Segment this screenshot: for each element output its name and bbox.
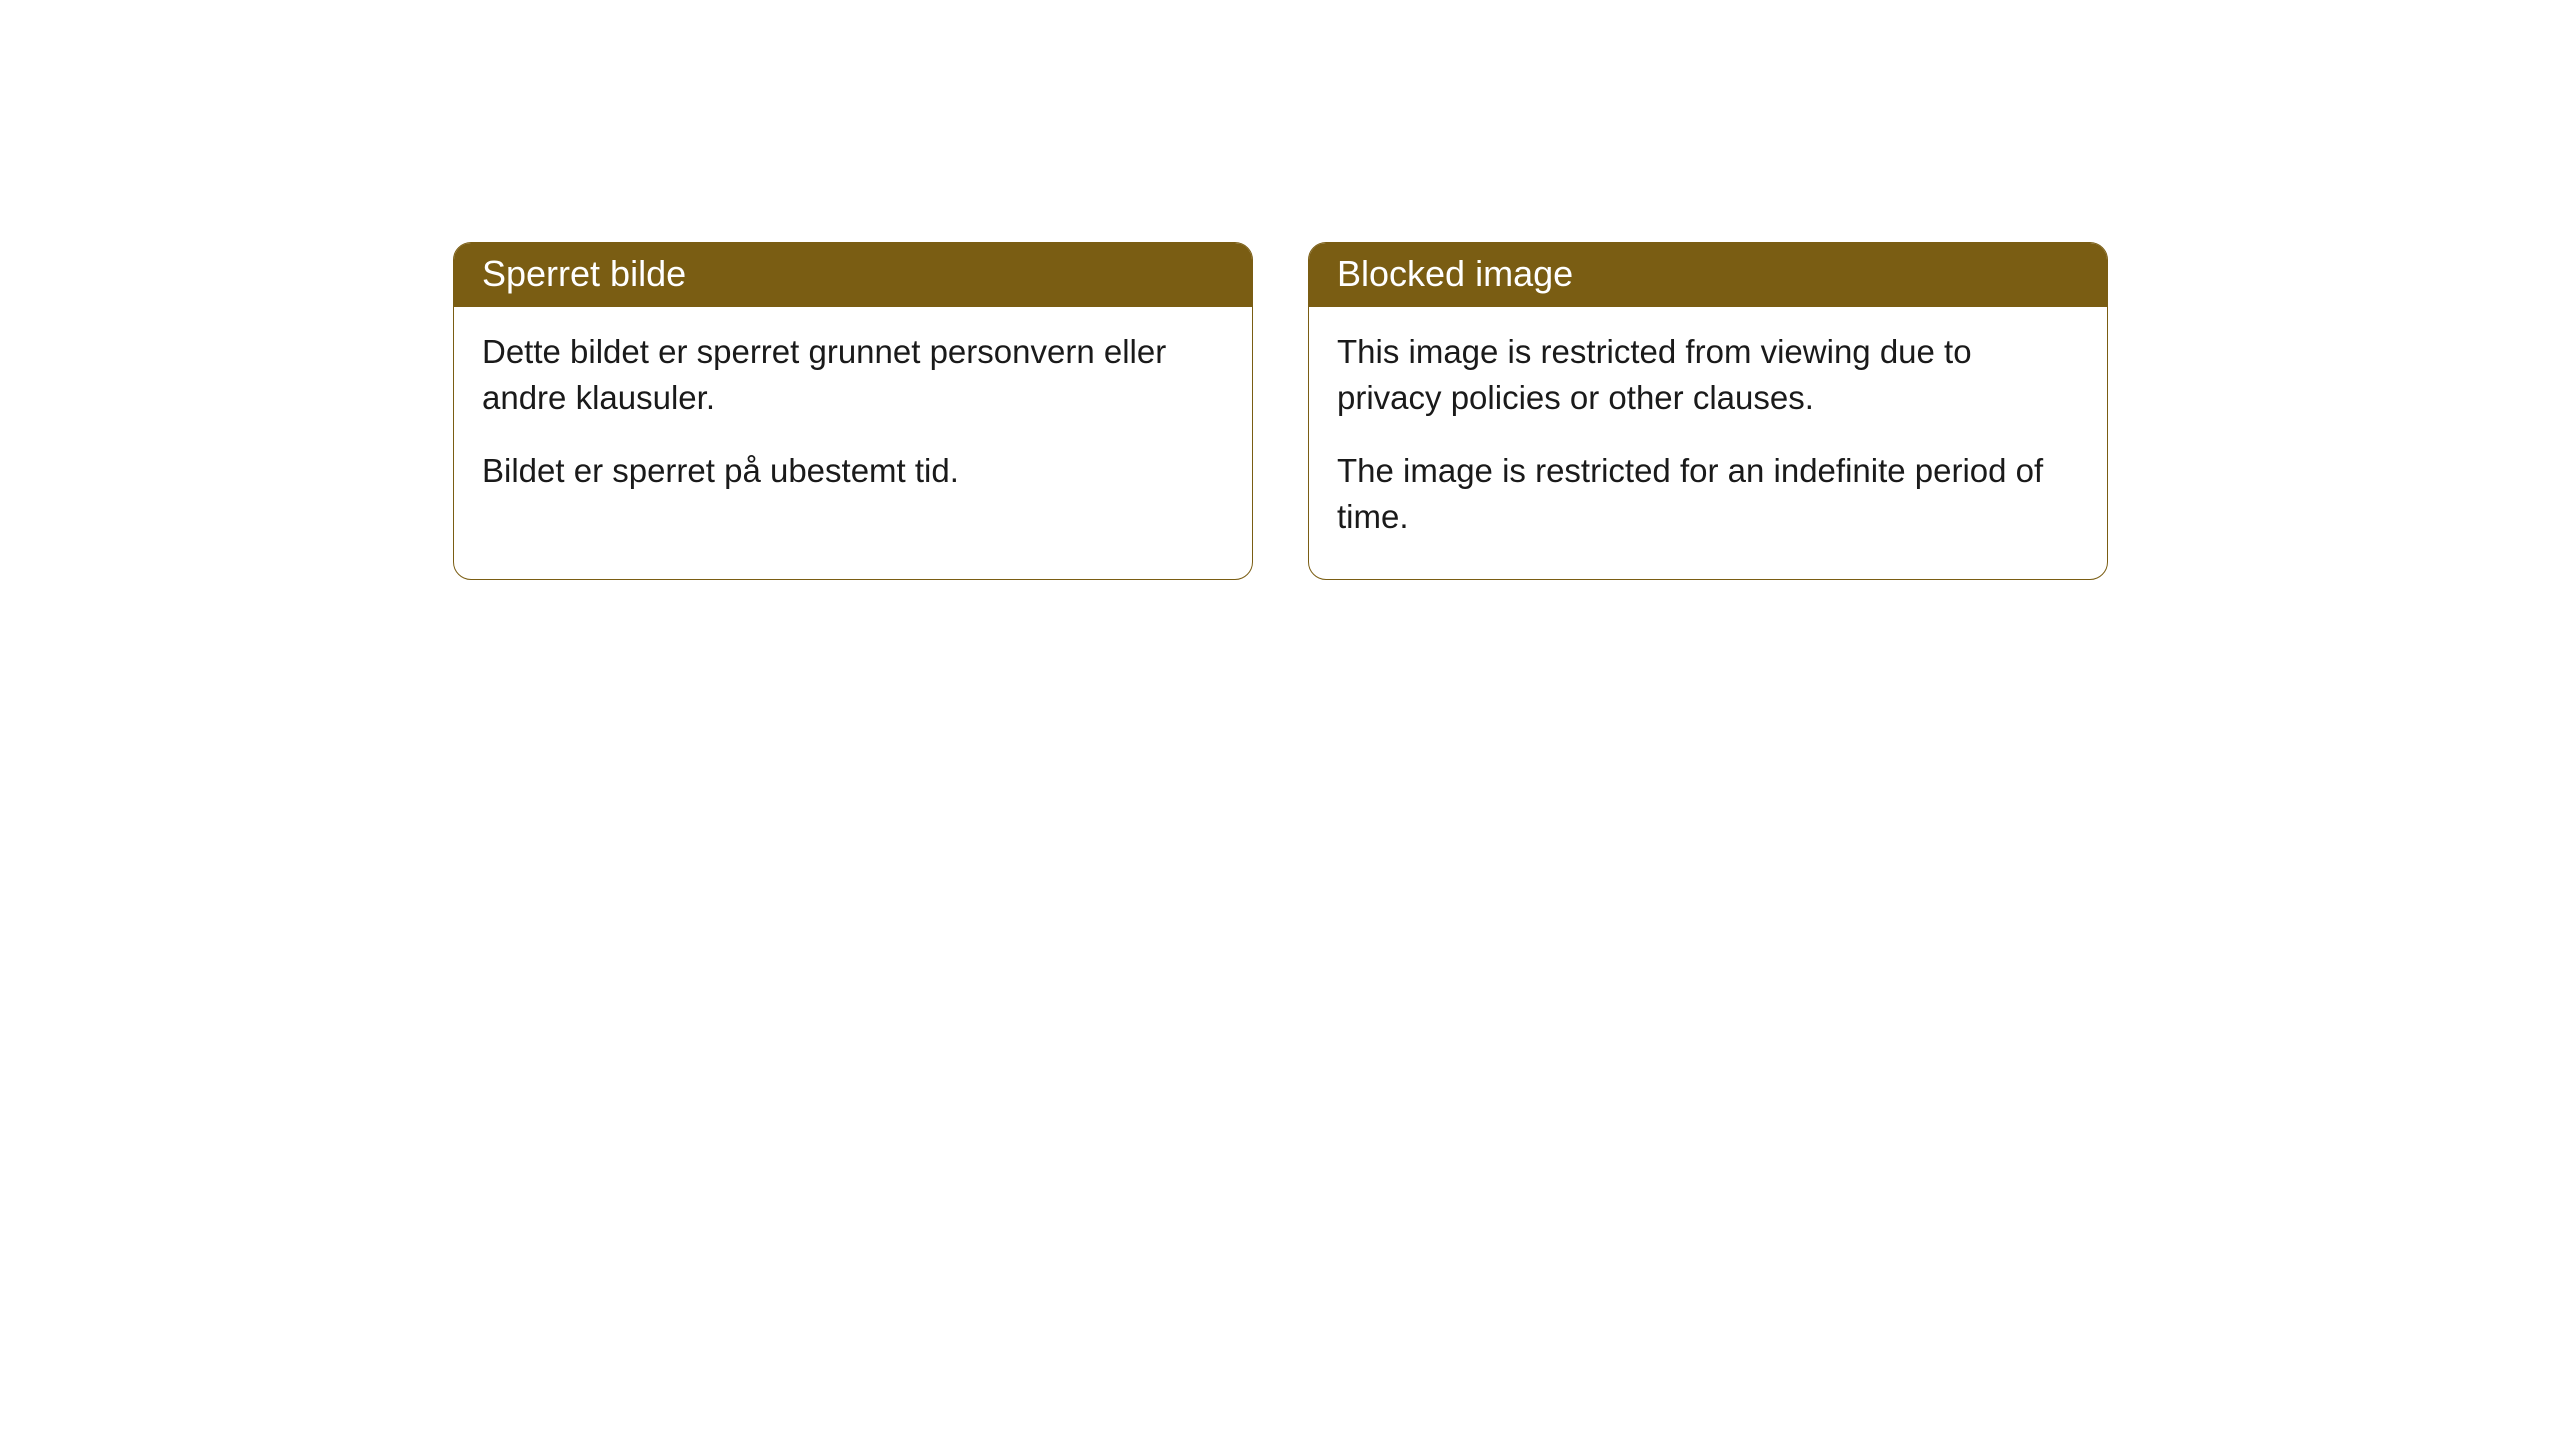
info-card-english: Blocked image This image is restricted f… <box>1308 242 2108 580</box>
card-header: Sperret bilde <box>454 243 1252 307</box>
card-paragraph-1: Dette bildet er sperret grunnet personve… <box>482 329 1224 420</box>
card-paragraph-2: Bildet er sperret på ubestemt tid. <box>482 448 1224 494</box>
info-card-norwegian: Sperret bilde Dette bildet er sperret gr… <box>453 242 1253 580</box>
card-header: Blocked image <box>1309 243 2107 307</box>
card-body: This image is restricted from viewing du… <box>1309 307 2107 579</box>
card-body: Dette bildet er sperret grunnet personve… <box>454 307 1252 534</box>
card-paragraph-2: The image is restricted for an indefinit… <box>1337 448 2079 539</box>
cards-container: Sperret bilde Dette bildet er sperret gr… <box>453 242 2108 580</box>
card-paragraph-1: This image is restricted from viewing du… <box>1337 329 2079 420</box>
